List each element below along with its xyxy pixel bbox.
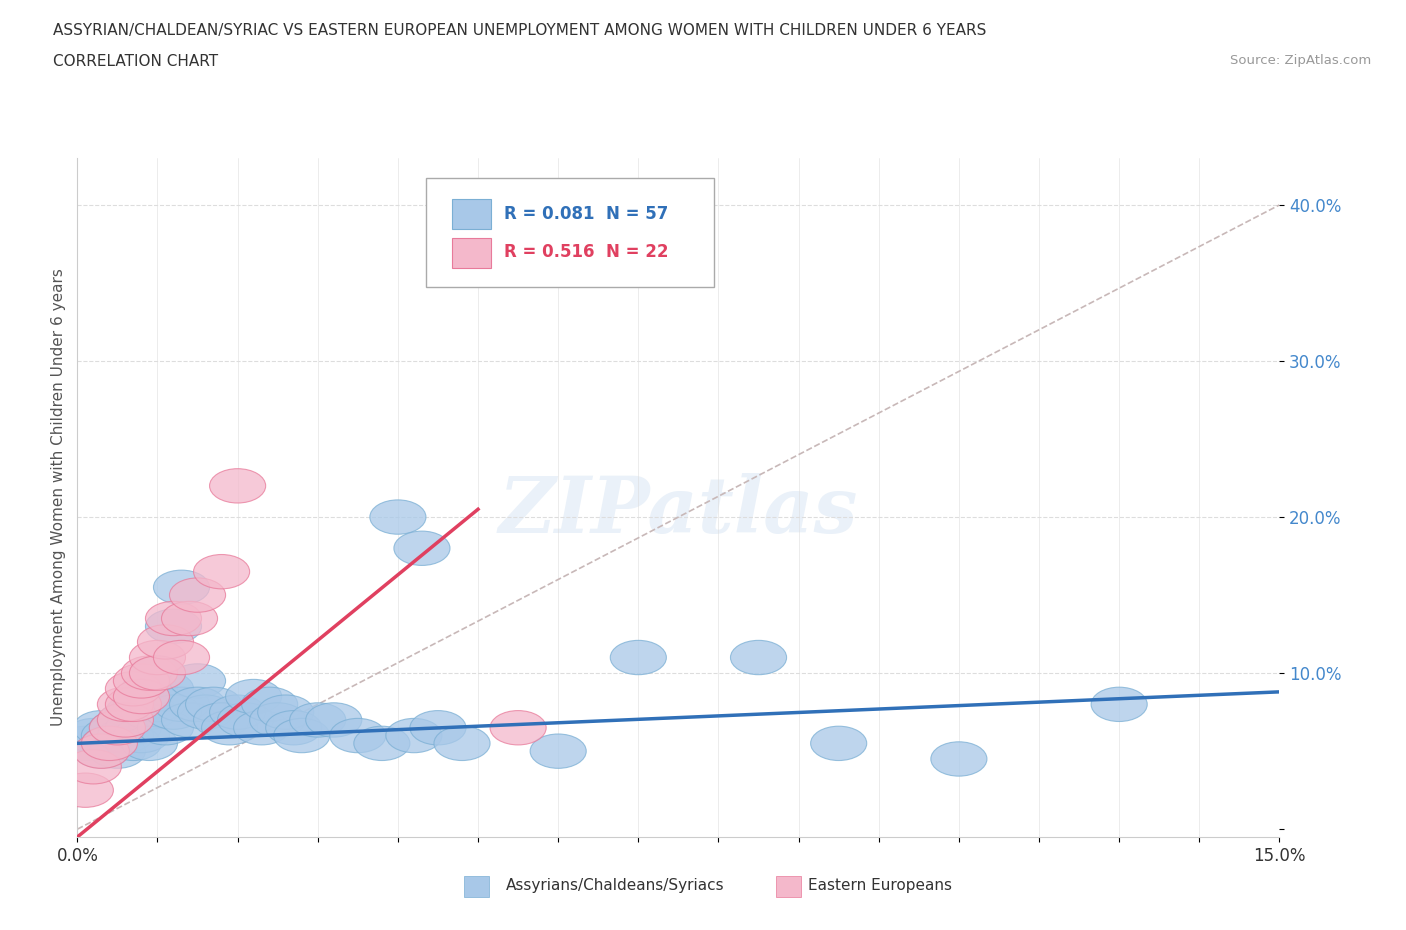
Ellipse shape — [305, 703, 361, 737]
Ellipse shape — [73, 734, 129, 768]
Ellipse shape — [90, 711, 145, 745]
Ellipse shape — [65, 718, 121, 752]
Ellipse shape — [114, 687, 170, 722]
FancyBboxPatch shape — [453, 237, 491, 268]
Ellipse shape — [530, 734, 586, 768]
Ellipse shape — [194, 554, 250, 589]
Ellipse shape — [114, 718, 170, 752]
Ellipse shape — [274, 718, 330, 752]
Text: R = 0.081  N = 57: R = 0.081 N = 57 — [505, 205, 668, 223]
Ellipse shape — [153, 641, 209, 674]
Ellipse shape — [491, 711, 546, 745]
Ellipse shape — [129, 687, 186, 722]
Text: Assyrians/Chaldeans/Syriacs: Assyrians/Chaldeans/Syriacs — [506, 878, 724, 893]
Ellipse shape — [170, 664, 225, 698]
Ellipse shape — [177, 695, 233, 729]
Ellipse shape — [65, 750, 121, 784]
Ellipse shape — [434, 726, 491, 761]
Text: CORRELATION CHART: CORRELATION CHART — [53, 54, 218, 69]
Ellipse shape — [385, 718, 441, 752]
Ellipse shape — [153, 570, 209, 605]
Ellipse shape — [218, 703, 274, 737]
Ellipse shape — [354, 726, 411, 761]
Ellipse shape — [82, 726, 138, 761]
Ellipse shape — [105, 671, 162, 706]
Ellipse shape — [225, 680, 281, 713]
Ellipse shape — [114, 664, 170, 698]
Ellipse shape — [90, 711, 145, 745]
Ellipse shape — [290, 703, 346, 737]
Ellipse shape — [209, 695, 266, 729]
Ellipse shape — [58, 726, 114, 761]
Ellipse shape — [105, 711, 162, 745]
Text: ZIPatlas: ZIPatlas — [499, 472, 858, 550]
FancyBboxPatch shape — [453, 199, 491, 230]
Ellipse shape — [266, 711, 322, 745]
Ellipse shape — [394, 531, 450, 565]
Ellipse shape — [90, 734, 145, 768]
Ellipse shape — [170, 687, 225, 722]
Ellipse shape — [58, 773, 114, 807]
Ellipse shape — [121, 695, 177, 729]
Ellipse shape — [233, 711, 290, 745]
Ellipse shape — [250, 703, 305, 737]
Ellipse shape — [731, 641, 786, 674]
Text: Source: ZipAtlas.com: Source: ZipAtlas.com — [1230, 54, 1371, 67]
Ellipse shape — [138, 711, 194, 745]
Ellipse shape — [194, 703, 250, 737]
Ellipse shape — [209, 469, 266, 503]
Ellipse shape — [82, 718, 138, 752]
Ellipse shape — [97, 703, 153, 737]
Ellipse shape — [138, 625, 194, 659]
Ellipse shape — [610, 641, 666, 674]
Ellipse shape — [129, 656, 186, 690]
Ellipse shape — [411, 711, 465, 745]
Ellipse shape — [153, 687, 209, 722]
Ellipse shape — [138, 671, 194, 706]
Ellipse shape — [129, 641, 186, 674]
Ellipse shape — [129, 656, 186, 690]
Ellipse shape — [121, 656, 177, 690]
Ellipse shape — [186, 687, 242, 722]
Ellipse shape — [145, 609, 201, 644]
Ellipse shape — [105, 726, 162, 761]
Ellipse shape — [97, 687, 153, 722]
Text: R = 0.516  N = 22: R = 0.516 N = 22 — [505, 243, 669, 260]
Ellipse shape — [97, 703, 153, 737]
Ellipse shape — [145, 602, 201, 636]
Ellipse shape — [811, 726, 866, 761]
Ellipse shape — [257, 695, 314, 729]
Ellipse shape — [73, 711, 129, 745]
Ellipse shape — [105, 687, 162, 722]
FancyBboxPatch shape — [426, 179, 714, 287]
Text: Eastern Europeans: Eastern Europeans — [808, 878, 952, 893]
Ellipse shape — [121, 671, 177, 706]
Ellipse shape — [201, 711, 257, 745]
Ellipse shape — [114, 680, 170, 713]
Ellipse shape — [82, 726, 138, 761]
Ellipse shape — [162, 602, 218, 636]
Ellipse shape — [242, 687, 298, 722]
Ellipse shape — [370, 500, 426, 534]
Ellipse shape — [170, 578, 225, 612]
Ellipse shape — [330, 718, 385, 752]
Ellipse shape — [162, 703, 218, 737]
Text: ASSYRIAN/CHALDEAN/SYRIAC VS EASTERN EUROPEAN UNEMPLOYMENT AMONG WOMEN WITH CHILD: ASSYRIAN/CHALDEAN/SYRIAC VS EASTERN EURO… — [53, 23, 987, 38]
Y-axis label: Unemployment Among Women with Children Under 6 years: Unemployment Among Women with Children U… — [51, 269, 66, 726]
Ellipse shape — [121, 726, 177, 761]
Ellipse shape — [97, 718, 153, 752]
Ellipse shape — [931, 742, 987, 777]
Ellipse shape — [105, 695, 162, 729]
Ellipse shape — [73, 734, 129, 768]
Ellipse shape — [145, 695, 201, 729]
Ellipse shape — [1091, 687, 1147, 722]
